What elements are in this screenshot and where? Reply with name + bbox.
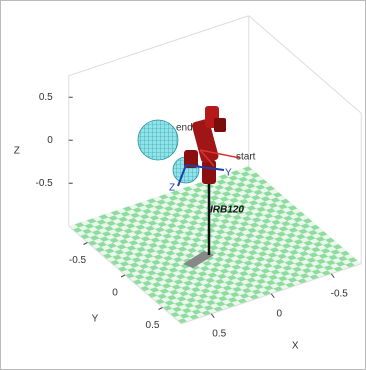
y-tick-label: 0 <box>112 288 118 299</box>
x-tick-label: -0.5 <box>331 288 349 299</box>
x-tick-label: 0.5 <box>212 328 226 339</box>
y-tick <box>159 308 163 310</box>
y-axis-label: Y <box>92 314 99 325</box>
link <box>214 118 226 132</box>
z-tick-label: -0.5 <box>36 178 54 189</box>
link <box>202 160 216 184</box>
box-edge <box>249 16 362 114</box>
chart: -0.5 0 0.5 Z -0.5 0 0.5 Y -0.5 0 0.5 X end start IR… <box>0 0 366 370</box>
x-tick <box>211 314 214 318</box>
y-tick-label: -0.5 <box>69 255 87 266</box>
page: -0.5 0 0.5 Z -0.5 0 0.5 Y -0.5 0 0.5 X end start IR… <box>0 0 366 370</box>
x-tick-label: 0 <box>276 308 282 319</box>
frame-label: Y <box>225 168 232 179</box>
frame-label: Z <box>169 183 175 194</box>
y-tick <box>121 275 125 277</box>
z-tick-label: 0 <box>47 135 53 146</box>
floor-plane <box>69 166 362 324</box>
floor <box>69 166 362 324</box>
y-tick <box>84 243 88 245</box>
sphere <box>138 120 178 160</box>
z-tick-label: 0.5 <box>39 92 53 103</box>
y-tick-label: 0.5 <box>146 320 160 331</box>
annotation: end <box>176 123 193 134</box>
z-axis-label: Z <box>14 146 20 157</box>
x-axis-label: X <box>292 340 299 351</box>
annotation: IRB120 <box>210 205 244 216</box>
checker <box>69 166 362 324</box>
x-tick <box>331 274 334 278</box>
annotation: start <box>236 152 256 163</box>
x-tick <box>271 294 274 298</box>
box-edge <box>69 16 249 76</box>
